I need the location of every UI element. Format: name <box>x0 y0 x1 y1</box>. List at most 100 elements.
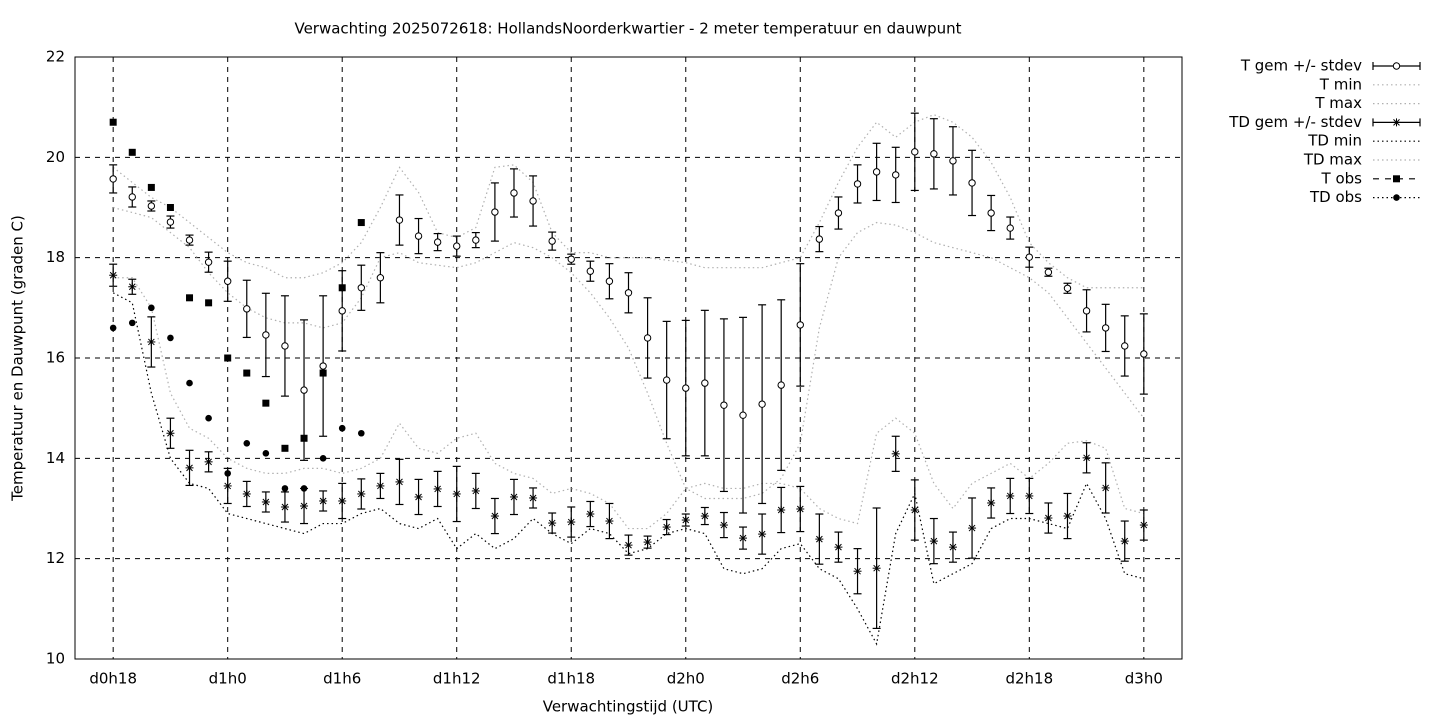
marker-circle <box>777 381 785 389</box>
marker <box>453 242 461 250</box>
marker-circle <box>796 321 804 329</box>
marker <box>1120 537 1129 546</box>
marker-square <box>147 183 155 191</box>
x-tick-label: d1h6 <box>323 670 361 688</box>
marker-circle <box>1044 268 1053 276</box>
marker-star-stroke <box>930 537 938 545</box>
marker <box>586 510 595 519</box>
marker-star-stroke <box>357 490 365 498</box>
marker <box>624 289 633 297</box>
marker <box>777 506 786 515</box>
marker <box>968 524 977 533</box>
marker <box>796 321 804 329</box>
marker-star-stroke <box>1121 537 1129 545</box>
marker-dot <box>300 485 308 492</box>
marker-dot <box>224 470 231 477</box>
marker <box>758 530 767 539</box>
marker-circle <box>453 242 461 250</box>
marker-star-stroke <box>1064 512 1071 520</box>
y-tick-label: 20 <box>46 148 65 166</box>
marker <box>853 567 862 576</box>
marker <box>720 401 728 409</box>
marker-circle <box>567 255 575 263</box>
marker <box>471 486 480 495</box>
marker-circle <box>1392 62 1401 70</box>
y-tick-label: 16 <box>46 349 65 367</box>
marker-star-stroke <box>491 512 499 520</box>
marker <box>682 384 690 392</box>
marker-star-stroke <box>949 543 957 551</box>
marker <box>376 481 385 490</box>
marker <box>567 255 575 263</box>
marker <box>433 238 442 246</box>
marker-circle <box>643 334 652 342</box>
marker-star-stroke <box>835 543 842 551</box>
marker <box>586 267 595 275</box>
marker <box>529 197 537 205</box>
marker <box>205 299 213 307</box>
marker-circle <box>262 331 270 339</box>
marker <box>357 284 365 292</box>
marker <box>395 477 404 486</box>
y-axis-label: Temperatuur en Dauwpunt (graden C) <box>9 215 27 502</box>
legend-label: T gem +/- stdev <box>1240 57 1362 75</box>
marker-circle <box>319 362 327 370</box>
marker-star-stroke <box>281 503 289 511</box>
marker <box>529 493 538 502</box>
marker <box>1006 224 1014 232</box>
marker <box>262 450 270 457</box>
marker-star-stroke <box>377 482 384 490</box>
marker-square <box>300 434 308 442</box>
marker <box>911 148 919 156</box>
legend-label: T obs <box>1321 169 1363 187</box>
marker <box>1063 284 1072 292</box>
legend-marker <box>1393 194 1400 201</box>
marker <box>319 362 327 370</box>
marker <box>148 304 155 312</box>
marker <box>414 492 423 501</box>
marker-circle <box>433 238 442 246</box>
marker-star-stroke <box>1006 492 1014 500</box>
plot-frame <box>74 56 1183 660</box>
marker <box>605 517 614 526</box>
marker-square <box>224 354 232 362</box>
marker <box>357 489 366 498</box>
marker <box>624 541 633 550</box>
marker <box>948 543 957 552</box>
marker <box>548 519 557 528</box>
y-tick-label: 12 <box>46 549 65 567</box>
marker <box>796 505 805 514</box>
marker <box>205 414 212 422</box>
marker <box>758 400 766 408</box>
marker <box>185 463 194 472</box>
marker <box>395 216 404 224</box>
marker-dot <box>148 304 155 312</box>
marker <box>872 564 881 573</box>
marker <box>1101 483 1110 492</box>
marker-dot <box>1393 194 1400 201</box>
marker-star-stroke <box>338 497 346 505</box>
marker-dot <box>243 439 251 447</box>
marker-star-stroke <box>739 534 747 542</box>
marker-star-stroke <box>1140 521 1148 529</box>
marker <box>1082 307 1091 315</box>
marker-circle <box>491 208 499 216</box>
marker <box>376 274 385 282</box>
marker-square <box>281 444 289 452</box>
marker-circle <box>930 150 938 158</box>
marker-circle <box>662 376 671 384</box>
marker-star-stroke <box>1102 484 1110 492</box>
marker <box>319 369 327 377</box>
marker-square <box>262 399 270 407</box>
marker-square <box>128 148 136 156</box>
marker <box>872 168 881 176</box>
marker-star-stroke <box>758 530 766 538</box>
marker-circle <box>853 180 862 188</box>
marker-star-stroke <box>510 493 518 501</box>
marker-circle <box>1101 324 1110 332</box>
marker <box>891 449 900 458</box>
marker-dot <box>128 319 136 327</box>
marker <box>128 282 137 291</box>
marker <box>1140 350 1148 358</box>
